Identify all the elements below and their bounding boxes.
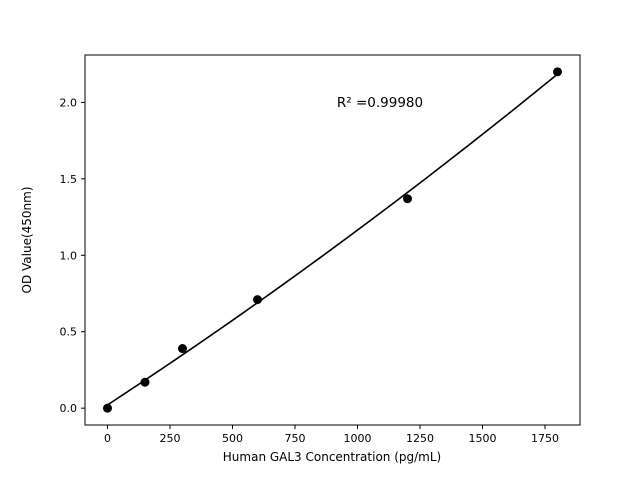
chart-plot-area: 0 250 500 750 1000 1250 1500 1750 0.0 0.5 1.0 1.5 2.… — [60, 54, 581, 445]
x-tick-label: 500 — [222, 432, 243, 445]
data-point — [253, 295, 262, 305]
y-tick-label: 1.5 — [60, 173, 78, 186]
x-tick-label: 0 — [104, 432, 111, 445]
x-axis-label: Human GAL3 Concentration (pg/mL) — [223, 450, 441, 464]
x-tick-label: 1000 — [344, 432, 372, 445]
r-squared-annotation: R² =0.99980 — [337, 95, 423, 111]
data-point — [403, 194, 412, 204]
x-tick-label: 1500 — [469, 432, 497, 445]
x-tick-label: 1250 — [406, 432, 434, 445]
data-point — [140, 377, 150, 387]
data-point — [178, 344, 187, 354]
y-axis-label: OD Value(450nm) — [20, 186, 34, 293]
x-tick-label: 1750 — [531, 432, 559, 445]
data-point — [553, 67, 562, 77]
x-tick-label: 750 — [285, 432, 306, 445]
x-tick-label: 250 — [160, 432, 181, 445]
y-tick-label: 0.5 — [60, 326, 78, 339]
trend-line — [107, 73, 559, 406]
plot-border — [84, 54, 581, 426]
y-tick-label: 0.0 — [60, 402, 78, 415]
data-point — [103, 403, 112, 413]
y-tick-label: 2.0 — [60, 96, 78, 109]
y-tick-label: 1.0 — [60, 249, 78, 262]
